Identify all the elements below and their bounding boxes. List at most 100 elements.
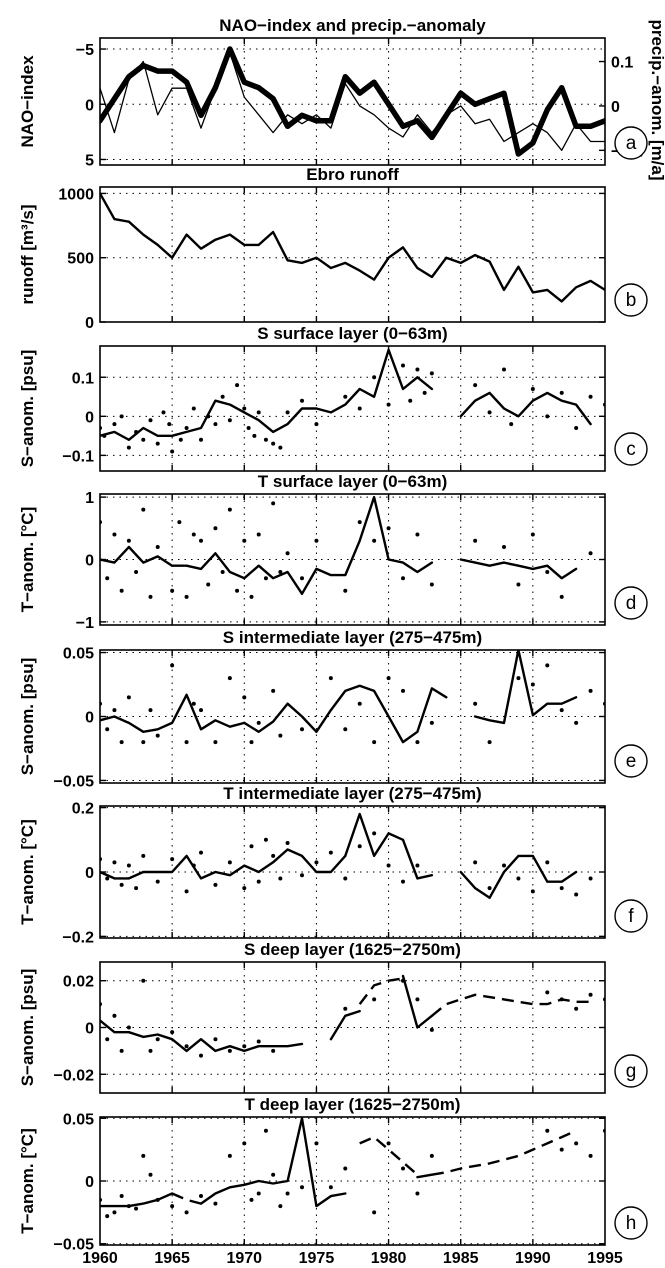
data-point — [545, 990, 550, 995]
panel-title: NAO−index and precip.−anomaly — [219, 16, 486, 35]
data-point — [588, 551, 593, 556]
x-tick-label: 1985 — [443, 1250, 479, 1267]
data-point — [256, 532, 261, 537]
data-point — [112, 860, 117, 865]
data-point — [314, 422, 319, 427]
data-point — [213, 1037, 218, 1042]
data-point — [134, 569, 139, 574]
y-tick-label: −0.02 — [54, 1067, 95, 1084]
data-point — [300, 873, 304, 878]
data-point — [372, 1210, 377, 1215]
data-point — [141, 1153, 146, 1158]
data-point — [357, 701, 362, 706]
data-point — [328, 1185, 333, 1190]
data-point — [372, 538, 377, 543]
x-tick-label: 1990 — [515, 1250, 551, 1267]
panel-letter-circle — [614, 283, 648, 317]
y-tick-label: −0.05 — [54, 1237, 95, 1254]
series-line — [329, 1009, 361, 1041]
y-tick-label: 0 — [85, 1021, 94, 1038]
y-tick-label: 0.02 — [63, 974, 94, 991]
y-tick-label: 0.05 — [63, 1111, 94, 1128]
y-tick-label: 5 — [85, 152, 94, 169]
data-point — [401, 1166, 405, 1171]
data-point — [300, 576, 304, 581]
data-point — [545, 414, 550, 419]
data-point — [184, 740, 189, 745]
data-point — [574, 1006, 579, 1011]
data-point — [343, 1166, 348, 1171]
data-point — [415, 367, 420, 372]
data-point — [105, 727, 110, 732]
series-line — [431, 1129, 577, 1176]
data-point — [148, 1048, 153, 1053]
data-point — [588, 1153, 593, 1158]
data-point — [357, 844, 362, 849]
y-tick-label: 0 — [85, 409, 94, 426]
data-point — [285, 841, 290, 846]
data-point — [278, 569, 283, 574]
data-point — [170, 1204, 175, 1209]
data-point — [119, 588, 124, 593]
data-point — [161, 410, 166, 415]
panel-letter-circle — [614, 586, 648, 620]
data-point — [415, 863, 420, 868]
y-tick-label: 1 — [85, 490, 94, 507]
data-point — [357, 520, 362, 525]
data-point — [112, 422, 117, 427]
series-line — [171, 1192, 202, 1205]
data-point — [545, 663, 550, 668]
data-point — [357, 406, 362, 411]
y-tick-label: 0.1 — [72, 370, 94, 387]
x-tick-label: 1960 — [82, 1250, 118, 1267]
data-point — [119, 1048, 124, 1053]
panel-g: −0.02 0 0.02 S deep layer (1625−2750m) S−ano… — [18, 940, 648, 1094]
data-point — [213, 882, 218, 887]
panel-e: −0.05 0 0.05 S intermediate layer (275−475m… — [18, 628, 648, 790]
data-point — [574, 892, 579, 897]
data-point — [343, 1006, 348, 1011]
data-point — [155, 733, 160, 738]
series-line — [100, 812, 434, 880]
data-point — [263, 837, 268, 842]
y-axis-label: S−anom. [psu] — [18, 969, 37, 1087]
series-line — [459, 854, 578, 899]
data-point — [256, 879, 261, 884]
data-point — [191, 532, 196, 537]
y-tick-label: −0.05 — [54, 773, 95, 790]
data-point — [220, 394, 225, 399]
y-axis-label: S−anom. [psu] — [18, 350, 37, 468]
data-point — [199, 1053, 203, 1058]
data-point — [372, 831, 377, 836]
right-y-axis-label: precip.−anom. [m/a] — [648, 19, 665, 180]
data-point — [167, 422, 172, 427]
series-line — [459, 391, 592, 426]
panel-letter: b — [626, 290, 637, 311]
data-layer — [100, 495, 593, 599]
data-point — [408, 398, 413, 403]
data-point — [588, 876, 593, 881]
data-point — [314, 860, 319, 865]
data-point — [134, 886, 139, 891]
data-point — [252, 433, 257, 438]
data-point — [227, 676, 232, 681]
data-point — [473, 383, 478, 388]
y-tick-label: 0 — [85, 97, 94, 114]
panel-letter-circle — [614, 744, 648, 778]
data-point — [530, 889, 535, 894]
y-axis-label: NAO−index — [18, 55, 37, 148]
data-point — [372, 740, 377, 745]
data-point — [516, 876, 521, 881]
data-point — [126, 863, 131, 868]
y-axis-label: T−anom. [°C] — [18, 819, 37, 925]
data-point — [502, 863, 506, 868]
data-point — [242, 695, 247, 700]
series-line — [100, 348, 434, 441]
panel-letter-circle — [614, 1054, 648, 1088]
panel-title: Ebro runoff — [306, 165, 399, 184]
data-point — [199, 1194, 203, 1199]
data-point — [242, 406, 247, 411]
right-y-tick-label: 0 — [611, 99, 620, 116]
data-point — [227, 507, 232, 512]
series-line — [401, 974, 434, 1029]
